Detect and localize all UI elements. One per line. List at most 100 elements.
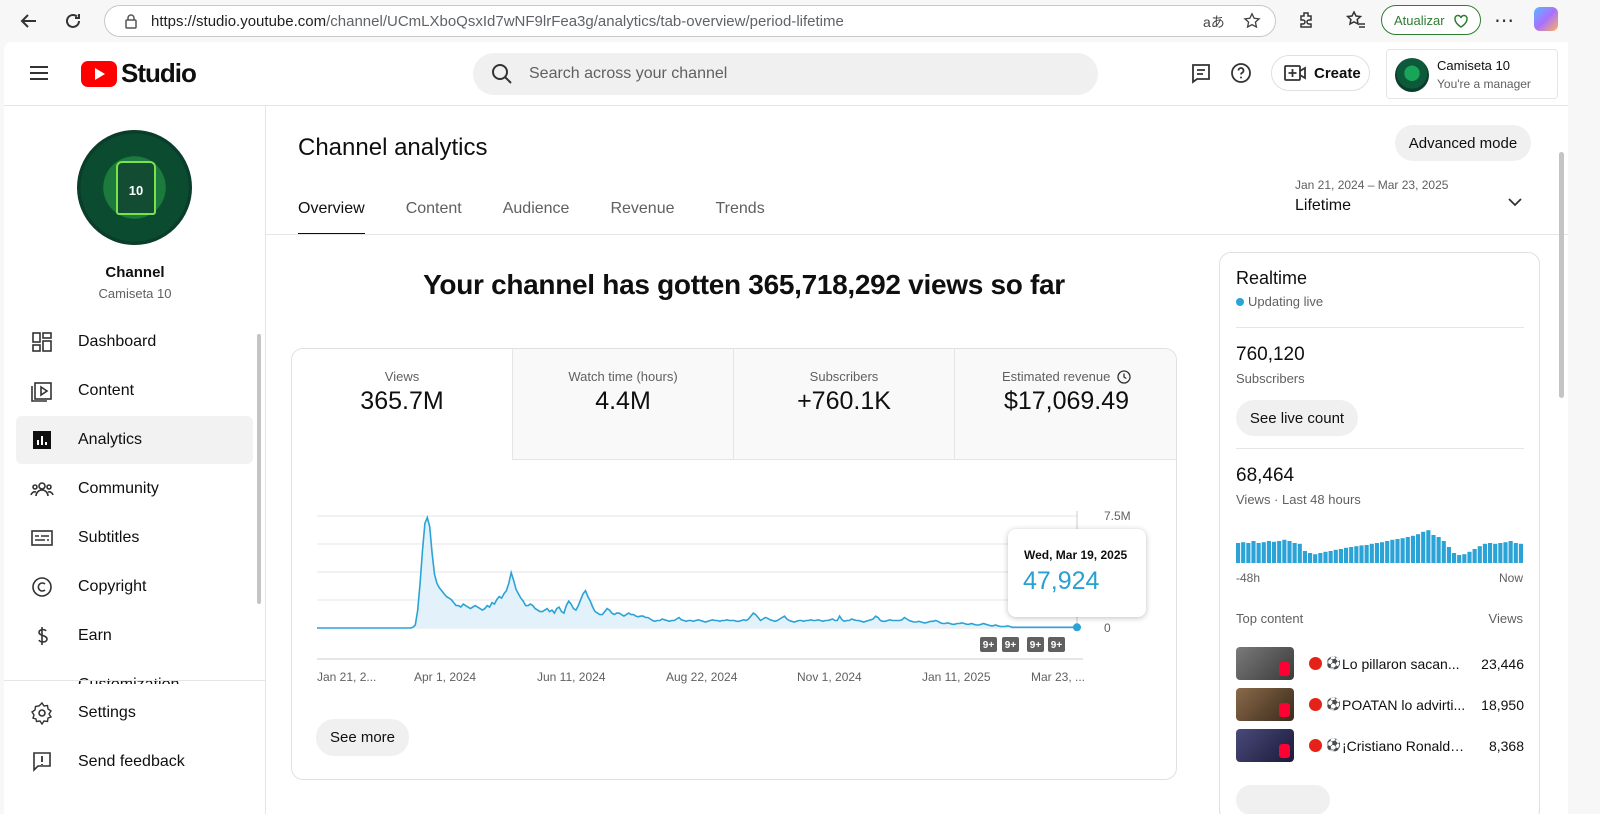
realtime-bar bbox=[1359, 545, 1364, 563]
analytics-tabs: Overview Content Audience Revenue Trends bbox=[298, 200, 806, 235]
create-label: Create bbox=[1314, 64, 1361, 82]
realtime-bar bbox=[1395, 539, 1400, 563]
analytics-icon bbox=[30, 428, 54, 457]
realtime-bar-chart[interactable] bbox=[1236, 523, 1524, 563]
top-content-row[interactable]: ⚽ Lo pillaron sacan... 23,446 bbox=[1236, 647, 1524, 681]
copilot-icon[interactable] bbox=[1534, 7, 1558, 31]
sidebar-item-earn[interactable]: Earn bbox=[16, 612, 253, 660]
see-more-button[interactable]: See more bbox=[316, 719, 409, 756]
realtime-views-value: 68,464 bbox=[1236, 465, 1295, 486]
tab-content[interactable]: Content bbox=[405, 200, 462, 217]
red-circle-icon bbox=[1309, 698, 1322, 711]
tab-revenue[interactable]: Revenue bbox=[610, 200, 675, 217]
address-bar[interactable]: https://studio.youtube.com/channel/UCmLX… bbox=[104, 5, 1276, 37]
tab-audience[interactable]: Audience bbox=[502, 200, 570, 217]
account-switcher[interactable]: Camiseta 10 You're a manager bbox=[1386, 49, 1558, 99]
clock-icon bbox=[1117, 370, 1131, 384]
tab-overview[interactable]: Overview bbox=[298, 200, 365, 235]
realtime-bar bbox=[1462, 554, 1467, 563]
sidebar-item-analytics[interactable]: Analytics bbox=[16, 416, 253, 464]
update-browser-button[interactable]: Atualizar bbox=[1381, 5, 1481, 35]
realtime-bar bbox=[1493, 543, 1498, 563]
views-column-label: Views bbox=[1488, 611, 1523, 626]
channel-avatar[interactable]: 10 bbox=[77, 130, 192, 245]
help-icon[interactable] bbox=[1230, 62, 1252, 89]
sidebar-item-label: Copyright bbox=[78, 578, 147, 595]
realtime-bar bbox=[1390, 539, 1395, 563]
sidebar-item-subtitles[interactable]: Subtitles bbox=[16, 514, 253, 562]
video-views: 23,446 bbox=[1481, 656, 1524, 672]
favorites-icon[interactable] bbox=[1345, 10, 1366, 35]
account-role: You're a manager bbox=[1437, 77, 1531, 91]
tab-trends[interactable]: Trends bbox=[715, 200, 765, 217]
studio-logo[interactable]: Studio bbox=[81, 58, 197, 89]
main-content: Channel analytics Advanced mode Overview… bbox=[266, 106, 1568, 814]
realtime-bar bbox=[1503, 542, 1508, 563]
realtime-bar bbox=[1297, 543, 1302, 563]
sidebar-item-community[interactable]: Community bbox=[16, 465, 253, 513]
video-title: POATAN lo advirti... bbox=[1342, 697, 1466, 713]
x-tick-label: Nov 1, 2024 bbox=[797, 670, 862, 684]
url-host: https://studio.youtube.com bbox=[151, 12, 327, 30]
see-live-count-button[interactable]: See live count bbox=[1236, 400, 1358, 436]
realtime-bar bbox=[1421, 531, 1426, 563]
realtime-bar bbox=[1333, 549, 1338, 563]
channel-title: Channel bbox=[105, 264, 165, 281]
sidebar-item-settings[interactable]: Settings bbox=[16, 689, 253, 737]
sidebar-item-label: Dashboard bbox=[78, 333, 157, 350]
metric-label: Subscribers bbox=[809, 369, 879, 384]
annotation-label: 9+ bbox=[1005, 640, 1017, 651]
metric-estimated-revenue[interactable]: Estimated revenue $17,069.49 bbox=[955, 349, 1176, 460]
advanced-mode-button[interactable]: Advanced mode bbox=[1395, 125, 1531, 161]
search-input[interactable]: Search across your channel bbox=[473, 53, 1098, 95]
realtime-bar bbox=[1374, 543, 1379, 563]
reload-button[interactable] bbox=[58, 6, 88, 36]
realtime-bar bbox=[1323, 551, 1328, 563]
main-scrollbar[interactable] bbox=[1559, 152, 1564, 398]
see-more-content-button[interactable] bbox=[1236, 785, 1330, 814]
sidebar-item-label: Settings bbox=[78, 704, 136, 721]
sidebar-item-send-feedback[interactable]: Send feedback bbox=[16, 738, 253, 786]
favorite-star-icon[interactable] bbox=[1243, 12, 1261, 34]
top-content-row[interactable]: ⚽ POATAN lo advirti... 18,950 bbox=[1236, 688, 1524, 722]
realtime-bar bbox=[1457, 555, 1462, 563]
realtime-bar bbox=[1472, 549, 1477, 563]
sidebar-scrollbar[interactable] bbox=[257, 334, 261, 604]
realtime-bar bbox=[1277, 541, 1282, 563]
messages-icon[interactable] bbox=[1190, 62, 1212, 89]
sidebar-item-content[interactable]: Content bbox=[16, 367, 253, 415]
bar-start-label: -48h bbox=[1236, 571, 1261, 585]
reload-icon bbox=[66, 13, 80, 28]
red-circle-icon bbox=[1309, 739, 1322, 752]
realtime-bar bbox=[1354, 546, 1359, 563]
metric-value: $17,069.49 bbox=[1003, 387, 1130, 415]
realtime-bar bbox=[1436, 537, 1441, 563]
update-heart-icon bbox=[1454, 14, 1468, 28]
realtime-bar bbox=[1477, 546, 1482, 563]
realtime-divider bbox=[1236, 448, 1524, 449]
sidebar-item-dashboard[interactable]: Dashboard bbox=[16, 318, 253, 366]
menu-icon[interactable] bbox=[28, 62, 50, 89]
search-icon bbox=[491, 63, 513, 90]
metric-views[interactable]: Views 365.7M bbox=[292, 349, 513, 460]
realtime-bar bbox=[1426, 530, 1431, 563]
views-chart[interactable]: 0 7.5M Jan 21, 2... Apr 1, 2024 Jun 11, 2024… bbox=[292, 460, 1176, 720]
metric-watch-time[interactable]: Watch time (hours) 4.4M bbox=[513, 349, 734, 460]
realtime-bar bbox=[1482, 543, 1487, 563]
metric-subscribers[interactable]: Subscribers +760.1K bbox=[734, 349, 955, 460]
y-tick-label: 7.5M bbox=[1104, 509, 1131, 523]
hover-point bbox=[1073, 623, 1081, 632]
subtitles-icon bbox=[30, 526, 54, 555]
back-button[interactable] bbox=[14, 6, 44, 36]
read-aloud-icon[interactable]: aあ bbox=[1203, 14, 1225, 30]
sidebar-item-copyright[interactable]: Copyright bbox=[16, 563, 253, 611]
realtime-bar bbox=[1246, 543, 1251, 563]
video-thumbnail bbox=[1236, 647, 1294, 680]
realtime-bar bbox=[1431, 535, 1436, 563]
page-title: Channel analytics bbox=[298, 134, 488, 161]
create-button[interactable]: Create bbox=[1271, 55, 1370, 91]
top-content-row[interactable]: ⚽ ¡Cristiano Ronaldo ... 8,368 bbox=[1236, 729, 1524, 763]
extensions-icon[interactable] bbox=[1296, 10, 1316, 35]
realtime-bar bbox=[1400, 538, 1405, 563]
more-options-icon[interactable]: ⋯ bbox=[1494, 10, 1514, 32]
